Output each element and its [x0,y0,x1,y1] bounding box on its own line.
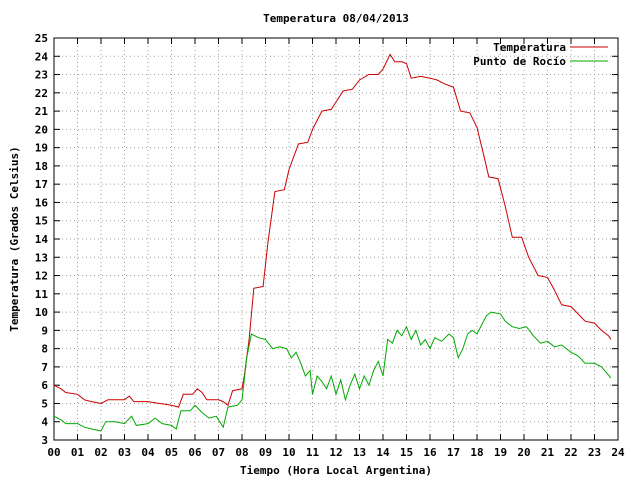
series-layer [53,53,612,432]
y-tick-label: 3 [41,434,48,447]
x-tick-label: 07 [212,446,225,459]
x-tick-label: 20 [517,446,530,459]
x-tick-label: 23 [588,446,601,459]
y-tick-label: 25 [35,32,48,45]
chart-title: Temperatura 08/04/2013 [263,12,409,25]
x-tick-label: 13 [353,446,366,459]
x-tick-label: 12 [329,446,342,459]
y-tick-label: 4 [41,416,48,429]
y-tick-label: 16 [35,196,49,209]
y-tick-label: 13 [35,251,48,264]
x-tick-label: 03 [118,446,131,459]
series-line-0 [53,53,612,408]
y-tick-label: 19 [35,142,48,155]
y-tick-label: 22 [35,87,48,100]
y-tick-label: 18 [35,160,48,173]
y-axis-ticks: 3 4 5 6 7 8 9 10 11 12 13 14 15 16 17 18 19 20 21 22 23 24 25 [35,32,618,447]
x-tick-label: 16 [423,446,437,459]
y-tick-label: 12 [35,270,48,283]
y-tick-label: 6 [41,379,48,392]
x-tick-label: 19 [494,446,507,459]
x-tick-label: 21 [541,446,555,459]
x-tick-label: 09 [259,446,272,459]
y-tick-label: 8 [41,343,48,356]
legend-label-punto-de-rocio: Punto de Rocío [473,55,566,68]
x-tick-label: 02 [94,446,107,459]
legend-label-temperatura: Temperatura [493,41,566,54]
x-axis-label: Tiempo (Hora Local Argentina) [240,464,432,477]
grid-layer [54,38,618,440]
x-tick-label: 14 [376,446,390,459]
series-line-1 [53,311,612,432]
x-tick-label: 05 [165,446,178,459]
y-tick-label: 9 [41,324,48,337]
y-tick-label: 11 [35,288,49,301]
y-tick-label: 23 [35,69,48,82]
x-tick-label: 04 [141,446,155,459]
y-tick-label: 15 [35,215,48,228]
x-tick-label: 01 [71,446,85,459]
x-tick-label: 08 [235,446,248,459]
x-axis-ticks: 00 01 02 03 04 05 06 07 08 09 10 11 12 13 14 15 16 17 18 19… [47,38,625,459]
y-tick-label: 20 [35,123,48,136]
x-tick-label: 11 [306,446,320,459]
x-tick-label: 15 [400,446,413,459]
y-tick-label: 5 [41,397,48,410]
x-tick-label: 17 [447,446,460,459]
x-tick-label: 06 [188,446,202,459]
x-tick-label: 24 [611,446,625,459]
legend: Temperatura Punto de Rocío [473,41,608,68]
y-tick-label: 21 [35,105,49,118]
x-tick-label: 00 [47,446,60,459]
x-tick-label: 10 [282,446,295,459]
y-tick-label: 7 [41,361,48,374]
x-tick-label: 22 [564,446,577,459]
y-tick-label: 10 [35,306,48,319]
y-tick-label: 24 [35,50,49,63]
y-axis-label: Temperatura (Grados Celsius) [8,146,21,331]
x-tick-label: 18 [470,446,483,459]
y-tick-label: 17 [35,178,48,191]
y-tick-label: 14 [35,233,49,246]
